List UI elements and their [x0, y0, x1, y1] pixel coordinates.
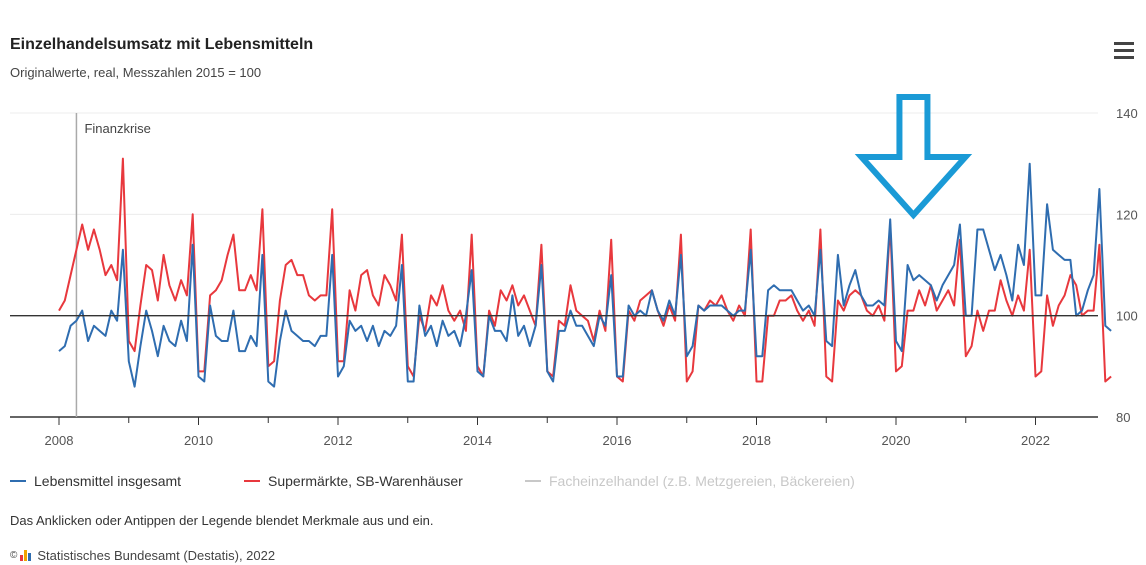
chart-title: Einzelhandelsumsatz mit Lebensmitteln	[10, 36, 314, 53]
x-tick-label: 2012	[324, 433, 353, 448]
x-tick-label: 2008	[45, 433, 74, 448]
x-tick-label: 2022	[1021, 433, 1050, 448]
credits[interactable]: © Statistisches Bundesamt (Destatis), 20…	[10, 548, 275, 563]
credits-text: Statistisches Bundesamt (Destatis), 2022	[37, 548, 276, 563]
line-chart: 80 100 120 140 2008 2010 2012 2014 2016 2018 2020 2…	[10, 94, 1138, 448]
legend-hint: Das Anklicken oder Antippen der Legende …	[10, 513, 434, 528]
y-tick-label: 140	[1116, 106, 1138, 121]
copyright-symbol: ©	[10, 550, 18, 561]
y-tick-label: 80	[1116, 410, 1130, 425]
legend-item-supermaerkte[interactable]: Supermärkte, SB-Warenhäuser	[244, 473, 463, 489]
finanzkrise-marker-label: Finanzkrise	[84, 121, 150, 136]
legend-swatch	[10, 480, 26, 482]
y-tick-label: 120	[1116, 207, 1138, 222]
context-menu-icon[interactable]	[1114, 42, 1134, 60]
x-tick-label: 2020	[882, 433, 911, 448]
legend-item-lebensmittel[interactable]: Lebensmittel insgesamt	[10, 473, 181, 489]
x-tick-label: 2018	[742, 433, 771, 448]
legend-swatch	[525, 480, 541, 482]
destatis-logo-icon	[20, 550, 32, 561]
legend-label: Supermärkte, SB-Warenhäuser	[268, 473, 463, 489]
legend-item-facheinzelhandel[interactable]: Facheinzelhandel (z.B. Metzgereien, Bäck…	[525, 473, 855, 489]
x-tick-label: 2010	[184, 433, 213, 448]
x-tick-label: 2014	[463, 433, 492, 448]
legend-label: Lebensmittel insgesamt	[34, 473, 182, 489]
legend-label: Facheinzelhandel (z.B. Metzgereien, Bäck…	[549, 473, 855, 489]
legend-swatch	[244, 480, 260, 482]
y-tick-label: 100	[1116, 309, 1138, 324]
series-line-supermaerkte	[58, 157, 1112, 383]
series-line-lebensmittel	[58, 162, 1112, 388]
chart-subtitle: Originalwerte, real, Messzahlen 2015 = 1…	[10, 65, 262, 80]
x-tick-label: 2016	[603, 433, 632, 448]
down-arrow-annotation	[854, 94, 973, 220]
